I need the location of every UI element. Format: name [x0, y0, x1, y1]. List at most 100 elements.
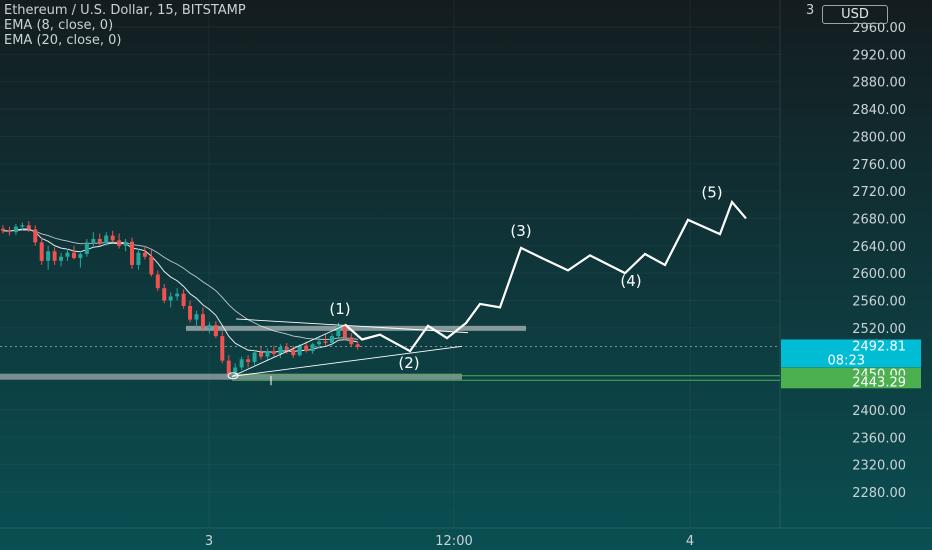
candle-body — [91, 238, 96, 243]
candle-body — [220, 336, 225, 361]
price-tick-label: 2960.00 — [852, 21, 906, 36]
candle-body — [194, 314, 199, 320]
price-tick-label: 2640.00 — [852, 240, 906, 255]
ema20-label[interactable]: EMA (20, close, 0) — [4, 33, 122, 48]
candle-body — [104, 235, 109, 244]
last-price-value: 2492.81 — [852, 339, 906, 354]
candle-body — [71, 252, 76, 259]
support-zone — [0, 373, 462, 380]
price-axis: 3 2960.00 2920.00 2880.00 2840.00 2800.00 2760… — [779, 0, 921, 528]
candle-body — [46, 251, 51, 261]
time-axis: 3 12:00 4 — [0, 527, 932, 549]
candle-body — [181, 293, 186, 306]
candle-body — [162, 288, 167, 301]
candle-body — [33, 229, 38, 243]
price-tick-label: 2880.00 — [852, 76, 906, 91]
chart-legend: Ethereum / U.S. Dollar, 15, BITSTAMP EMA… — [4, 3, 246, 48]
price-tick-label: 2320.00 — [852, 459, 906, 474]
trendline-lower — [231, 345, 463, 377]
trendline-upper — [235, 318, 469, 334]
candle-body — [59, 256, 64, 261]
price-tick-label: 2680.00 — [852, 212, 906, 227]
wave-label-1: (1) — [329, 300, 350, 318]
candle-body — [207, 325, 212, 328]
candle-body — [168, 296, 173, 301]
candle-body — [226, 360, 231, 375]
time-tick-label: 12:00 — [435, 534, 472, 549]
candle-body — [252, 352, 257, 363]
candle-body — [317, 341, 322, 345]
candle-body — [323, 341, 328, 343]
candle-body — [304, 345, 309, 352]
resistance-zone — [186, 325, 526, 331]
axis-top-partial-label: 3 — [806, 3, 814, 18]
candle-body — [213, 325, 218, 337]
candle-body — [110, 235, 115, 241]
wave-label-4: (4) — [620, 272, 641, 290]
price-tick-label: 2520.00 — [852, 322, 906, 337]
price-tick-label: 2720.00 — [852, 185, 906, 200]
trendline-inner — [231, 324, 346, 377]
candle-body — [117, 240, 122, 246]
symbol-title[interactable]: Ethereum / U.S. Dollar, 15, BITSTAMP — [4, 3, 246, 18]
currency-button[interactable]: USD — [822, 5, 888, 24]
pivot-marker — [227, 372, 239, 380]
candle-body — [239, 359, 244, 368]
price-tick-label: 2920.00 — [852, 48, 906, 63]
price-tick-label: 2800.00 — [852, 130, 906, 145]
horizontal-levels — [0, 325, 780, 381]
candle-body — [271, 351, 276, 354]
level-2443-tag — [781, 375, 921, 389]
time-tick-label: 3 — [205, 534, 213, 549]
candle-body — [200, 314, 205, 328]
ema-lines — [2, 228, 358, 353]
candle-body — [52, 251, 57, 261]
candle-body — [84, 242, 89, 255]
elliott-wave-path — [344, 199, 747, 353]
candle-body — [297, 345, 302, 356]
candle-body — [278, 346, 283, 354]
candle-body — [65, 252, 70, 257]
candle-body — [26, 225, 31, 230]
price-tick-label: 2600.00 — [852, 267, 906, 282]
ema8-label[interactable]: EMA (8, close, 0) — [4, 18, 114, 33]
candle-body — [13, 226, 18, 233]
candle-body — [7, 230, 12, 233]
candle-body — [97, 238, 102, 244]
candle-body — [188, 305, 193, 320]
candle-body — [130, 241, 134, 265]
wave-label-5: (5) — [701, 183, 722, 201]
candlesticks — [1, 221, 360, 380]
candle-body — [233, 367, 238, 375]
candle-body — [355, 344, 360, 347]
candle-body — [291, 349, 296, 356]
candle-body — [39, 242, 44, 261]
level-2443-value: 2443.29 — [852, 375, 906, 390]
candle-body — [123, 241, 128, 246]
candle-body — [265, 351, 270, 357]
candle-body — [329, 336, 334, 343]
price-tick-label: 2280.00 — [852, 486, 906, 501]
candle-body — [142, 252, 147, 257]
wave-label-3: (3) — [510, 222, 531, 240]
last-price-tag — [781, 339, 921, 368]
wave-label-2: (2) — [398, 354, 419, 372]
ema8-line — [2, 228, 358, 353]
candle-body — [246, 359, 251, 363]
candle-body — [1, 228, 5, 231]
price-tick-label: 2360.00 — [852, 431, 906, 446]
candle-body — [149, 256, 154, 275]
candle-body — [259, 352, 263, 357]
price-tick-label: 2760.00 — [852, 158, 906, 173]
candle-body — [78, 254, 83, 259]
grid — [0, 346, 780, 347]
last-price-countdown: 08:23 — [828, 353, 865, 368]
candle-body — [310, 344, 315, 352]
price-tick-label: 2840.00 — [852, 103, 906, 118]
candle-body — [349, 337, 354, 345]
candle-body — [284, 346, 289, 350]
ema20-line — [2, 229, 358, 340]
candle-body — [136, 252, 141, 265]
price-tick-label: 2560.00 — [852, 295, 906, 310]
